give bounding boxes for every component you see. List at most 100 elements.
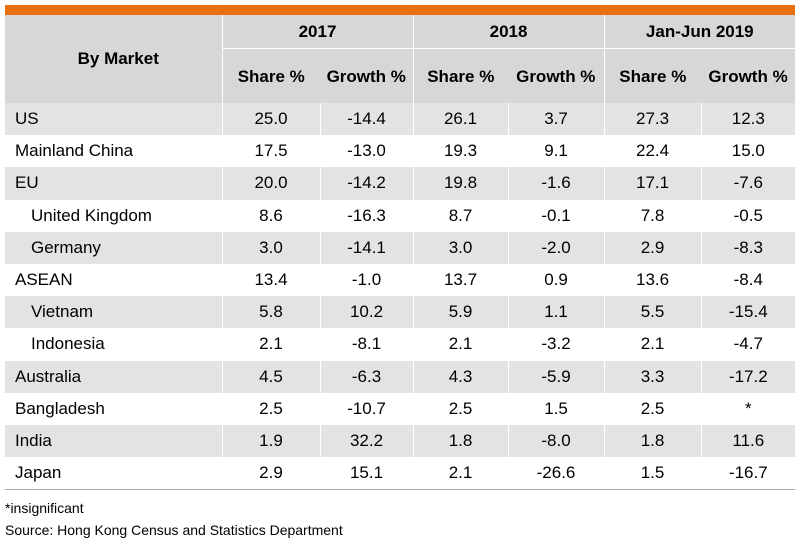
table-row: India 1.9 32.2 1.8 -8.0 1.8 11.6 xyxy=(5,424,796,458)
growth-value: -7.6 xyxy=(700,167,796,200)
growth-value: -10.7 xyxy=(319,392,414,425)
market-name: US xyxy=(5,103,222,136)
share-value: 27.3 xyxy=(603,103,702,136)
share-value: 1.9 xyxy=(221,424,320,458)
growth-value: 15.1 xyxy=(319,457,414,491)
growth-value: -8.0 xyxy=(507,424,605,458)
growth-value: -15.4 xyxy=(700,296,796,329)
share-value: 5.5 xyxy=(603,296,702,329)
growth-header: Growth % xyxy=(508,48,605,103)
growth-value: -8.1 xyxy=(319,328,414,361)
share-header: Share % xyxy=(221,48,320,103)
growth-value: -14.4 xyxy=(319,103,414,136)
share-value: 2.5 xyxy=(221,392,320,425)
growth-header: Growth % xyxy=(320,48,414,103)
share-header: Share % xyxy=(412,48,509,103)
growth-value: -14.1 xyxy=(319,231,414,264)
market-name: ASEAN xyxy=(15,270,73,290)
share-value: 2.1 xyxy=(412,328,509,361)
table-row: EU 20.0 -14.2 19.8 -1.6 17.1 -7.6 xyxy=(5,167,796,200)
share-value: 22.4 xyxy=(603,135,702,168)
growth-value: -16.3 xyxy=(319,199,414,232)
share-value: 5.9 xyxy=(412,296,509,329)
share-value: 2.1 xyxy=(221,328,320,361)
growth-value: 10.2 xyxy=(319,296,414,329)
share-value: 2.1 xyxy=(412,457,509,491)
period-header: 2018 xyxy=(412,15,605,49)
growth-value: 1.1 xyxy=(507,296,605,329)
table-row: Germany 3.0 -14.1 3.0 -2.0 2.9 -8.3 xyxy=(5,231,796,264)
market-name: Vietnam xyxy=(5,296,222,329)
growth-value: -2.0 xyxy=(507,231,605,264)
share-value: 17.1 xyxy=(603,167,702,200)
share-value: 3.0 xyxy=(412,231,509,264)
table-row: Mainland China 17.5 -13.0 19.3 9.1 22.4 15.0 xyxy=(5,135,796,168)
growth-value: 9.1 xyxy=(507,135,605,168)
share-value: 8.6 xyxy=(221,199,320,232)
table-row: Bangladesh 2.5 -10.7 2.5 1.5 2.5 * xyxy=(5,392,796,425)
share-header: Share % xyxy=(603,48,702,103)
growth-value: 0.9 xyxy=(507,263,605,297)
share-value: 3.0 xyxy=(221,231,320,264)
share-value: 19.3 xyxy=(412,135,509,168)
growth-value: -0.1 xyxy=(507,199,605,232)
share-value: 7.8 xyxy=(603,199,702,232)
market-name: Australia xyxy=(5,360,222,393)
share-value: 5.8 xyxy=(221,296,320,329)
table-row: Japan 2.9 15.1 2.1 -26.6 1.5 -16.7 xyxy=(5,457,796,491)
share-value: 13.6 xyxy=(603,263,702,297)
table-row: United Kingdom 8.6 -16.3 8.7 -0.1 7.8 -0.5 xyxy=(5,199,796,232)
growth-value: 32.2 xyxy=(319,424,414,458)
growth-value: 15.0 xyxy=(700,135,796,168)
share-value: 13.4 xyxy=(221,263,320,297)
growth-value: -1.0 xyxy=(319,263,414,297)
share-value: 4.3 xyxy=(412,360,509,393)
growth-value: 12.3 xyxy=(700,103,796,136)
growth-value: 3.7 xyxy=(507,103,605,136)
share-value: 4.5 xyxy=(221,360,320,393)
share-value: 13.7 xyxy=(412,263,509,297)
market-name: Germany xyxy=(5,231,222,264)
growth-value: -13.0 xyxy=(319,135,414,168)
market-name: Bangladesh xyxy=(15,398,105,418)
growth-value: -14.2 xyxy=(319,167,414,200)
market-name: Mainland China xyxy=(15,141,134,161)
share-value: 1.8 xyxy=(603,424,702,458)
growth-value: -16.7 xyxy=(700,457,796,491)
accent-bar xyxy=(5,5,795,15)
market-name: EU xyxy=(5,167,222,200)
market-name: United Kingdom xyxy=(31,205,152,225)
growth-value: 1.5 xyxy=(507,392,605,425)
share-value: 8.7 xyxy=(412,199,509,232)
market-table: By Market 2017 2018 Jan-Jun 2019 Share %… xyxy=(5,15,796,491)
footnote-insignificant: *insignificant xyxy=(5,500,84,516)
share-value: 1.5 xyxy=(603,457,702,491)
table-body: US 25.0 -14.4 26.1 3.7 27.3 12.3 Mainland China… xyxy=(5,103,796,491)
growth-header: Growth % xyxy=(701,48,796,103)
table-row: ASEAN 13.4 -1.0 13.7 0.9 13.6 -8.4 xyxy=(5,263,796,297)
table-row: Indonesia 2.1 -8.1 2.1 -3.2 2.1 -4.7 xyxy=(5,328,796,361)
share-value: 2.1 xyxy=(603,328,702,361)
share-value: 17.5 xyxy=(221,135,320,168)
growth-value: 11.6 xyxy=(700,424,796,458)
share-value: 3.3 xyxy=(603,360,702,393)
share-value: 20.0 xyxy=(221,167,320,200)
growth-value: -6.3 xyxy=(319,360,414,393)
table-row: Vietnam 5.8 10.2 5.9 1.1 5.5 -15.4 xyxy=(5,296,796,329)
growth-value: -8.4 xyxy=(700,263,796,297)
period-header: 2017 xyxy=(221,15,414,49)
growth-value: -4.7 xyxy=(700,328,796,361)
share-value: 25.0 xyxy=(221,103,320,136)
market-name: India xyxy=(5,424,222,458)
growth-value: -0.5 xyxy=(700,199,796,232)
share-value: 2.9 xyxy=(603,231,702,264)
share-value: 19.8 xyxy=(412,167,509,200)
growth-value: -3.2 xyxy=(507,328,605,361)
growth-value: * xyxy=(700,392,796,425)
share-value: 2.5 xyxy=(603,392,702,425)
share-value: 26.1 xyxy=(412,103,509,136)
market-name: Indonesia xyxy=(31,334,105,354)
growth-value: -26.6 xyxy=(507,457,605,491)
growth-value: -8.3 xyxy=(700,231,796,264)
growth-value: -5.9 xyxy=(507,360,605,393)
